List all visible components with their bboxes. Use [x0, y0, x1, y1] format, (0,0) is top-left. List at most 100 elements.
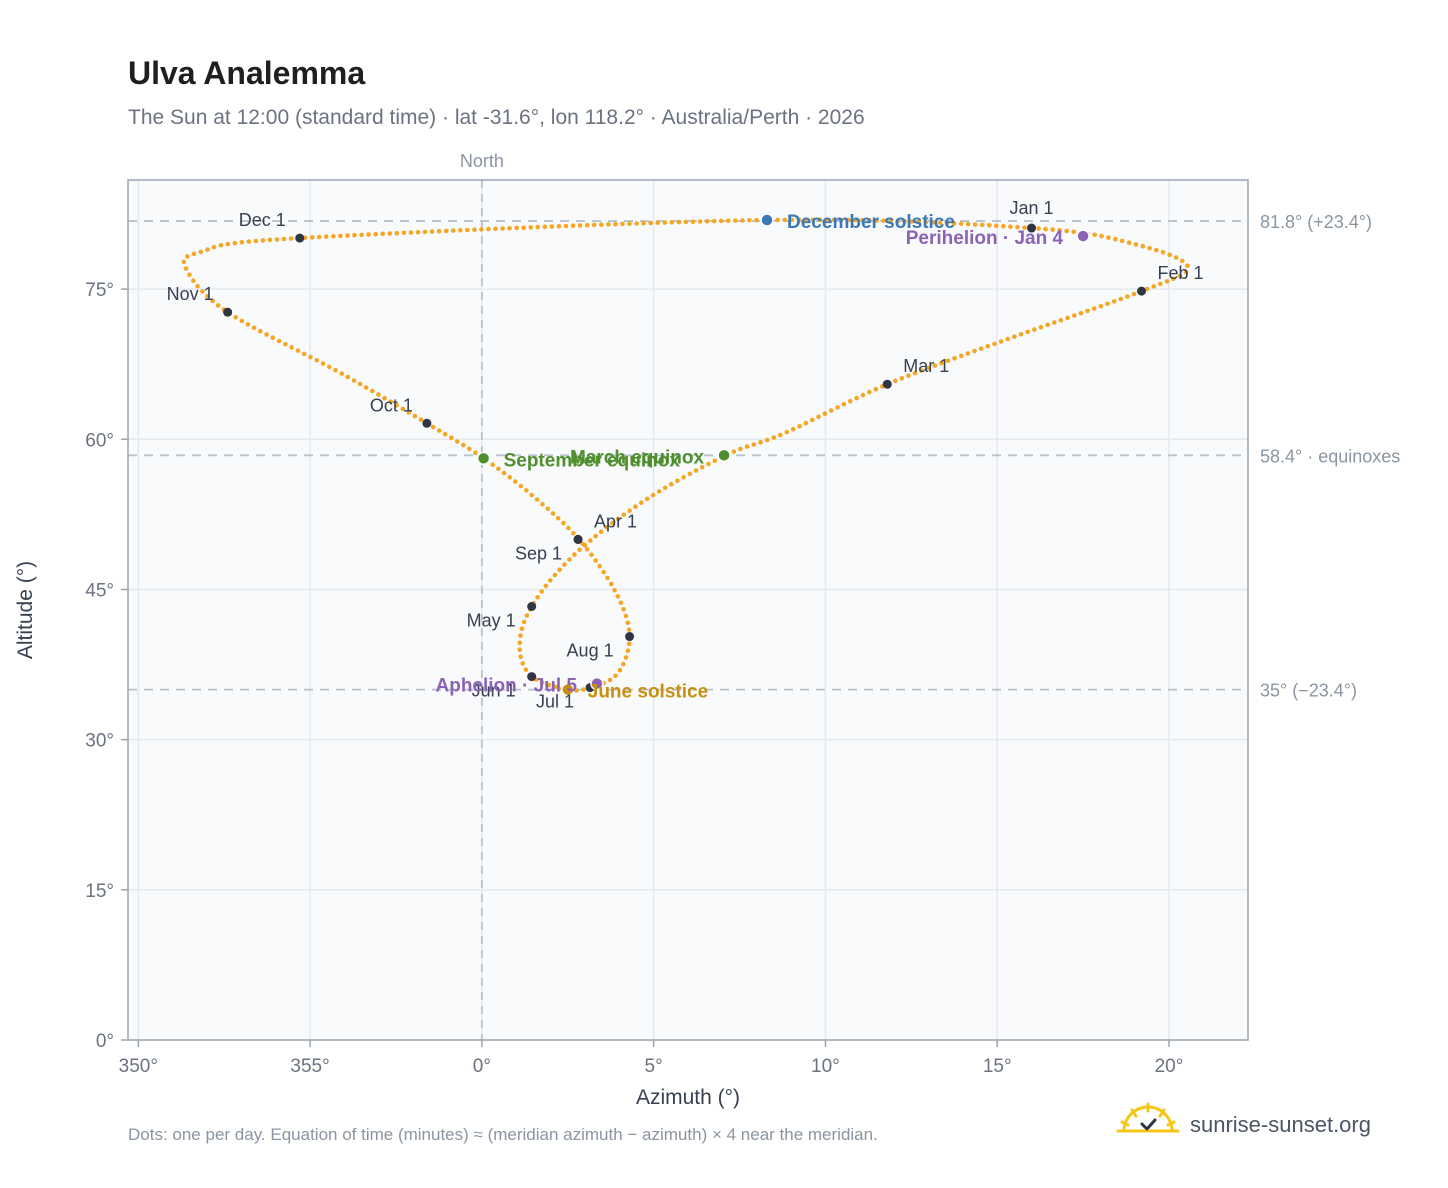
daily-sun-dot — [1065, 315, 1070, 321]
daily-sun-dot — [733, 218, 738, 223]
daily-sun-dot — [1022, 225, 1027, 230]
daily-sun-dot — [899, 376, 905, 381]
marker-layer — [223, 213, 1146, 697]
daily-sun-dot — [555, 516, 561, 521]
daily-sun-dot — [289, 345, 294, 350]
daily-sun-dot — [561, 520, 566, 526]
daily-sun-dot — [621, 607, 626, 612]
daily-sun-dot — [479, 227, 484, 232]
footnote: Dots: one per day. Equation of time (min… — [128, 1125, 878, 1144]
daily-sun-dot — [351, 378, 357, 383]
daily-sun-dot — [824, 217, 830, 223]
month-label: Aug 1 — [567, 641, 614, 661]
daily-sun-dot — [345, 233, 350, 238]
daily-sun-dot — [958, 221, 964, 226]
daily-sun-dot — [331, 234, 336, 239]
daily-sun-dot — [301, 351, 307, 357]
daily-sun-dot — [888, 218, 893, 224]
daily-sun-dot — [205, 247, 210, 252]
daily-sun-dot — [597, 563, 602, 569]
daily-sun-dot — [370, 388, 375, 394]
daily-sun-dot — [641, 220, 646, 226]
daily-sun-dot — [656, 489, 662, 494]
daily-sun-dot — [553, 684, 558, 690]
daily-sun-dot — [339, 371, 345, 376]
daily-sun-dot — [394, 230, 400, 236]
daily-sun-dot — [711, 218, 717, 224]
daily-sun-dot — [854, 395, 859, 401]
daily-sun-dot — [363, 385, 369, 390]
event-label: September equinox — [504, 450, 681, 471]
daily-sun-dot — [465, 227, 470, 233]
daily-sun-dot — [418, 417, 424, 423]
daily-sun-dot — [822, 411, 828, 417]
daily-sun-dot — [333, 367, 338, 373]
daily-sun-dot — [357, 381, 363, 387]
daily-sun-dot — [797, 423, 802, 429]
daily-sun-dot — [183, 266, 189, 271]
daily-sun-dot — [893, 378, 898, 384]
daily-sun-dot — [985, 344, 991, 349]
daily-sun-dot — [543, 583, 549, 589]
daily-sun-dot — [589, 552, 594, 558]
daily-sun-dot — [1119, 238, 1125, 244]
daily-sun-dot — [467, 446, 472, 452]
daily-sun-dot — [771, 435, 777, 440]
daily-sun-dot — [490, 462, 496, 468]
daily-sun-dot — [959, 353, 964, 359]
daily-sun-dot — [473, 450, 478, 456]
daily-sun-dot — [633, 504, 638, 510]
daily-sun-dot — [1144, 286, 1150, 292]
daily-sun-dot — [534, 497, 540, 502]
daily-sun-dot — [521, 225, 526, 230]
daily-sun-dot — [517, 640, 523, 645]
month-label: Oct 1 — [370, 395, 413, 415]
daily-sun-dot — [309, 235, 315, 240]
daily-sun-dot — [1057, 228, 1062, 233]
daily-sun-dot — [1180, 258, 1185, 264]
daily-sun-dot — [965, 351, 971, 356]
daily-sun-dot — [634, 221, 639, 226]
daily-sun-dot — [754, 217, 759, 223]
daily-sun-dot — [187, 272, 192, 278]
daily-sun-dot — [496, 466, 501, 472]
daily-sun-dot — [366, 232, 371, 237]
daily-sun-dot — [697, 219, 703, 224]
axis-ticks: 350° 355° 0° 5° 10° 15° 20° 0° 15° 30° 45° 60° 75° — [85, 280, 1183, 1077]
daily-sun-dot — [1058, 317, 1064, 323]
daily-sun-dot — [860, 217, 865, 223]
daily-sun-dot — [436, 228, 442, 234]
daily-sun-dot — [726, 218, 731, 224]
month-marker — [527, 601, 537, 611]
daily-sun-dot — [605, 575, 610, 581]
daily-sun-dot — [828, 408, 834, 413]
daily-sun-dot — [442, 431, 448, 437]
daily-sun-dot — [210, 298, 215, 304]
daily-sun-dot — [1092, 232, 1097, 238]
daily-sun-dot — [1071, 229, 1076, 235]
daily-sun-dot — [412, 413, 418, 419]
month-marker — [295, 233, 305, 243]
daily-sun-dot — [618, 600, 624, 606]
daily-sun-dot — [681, 475, 686, 480]
daily-sun-dot — [535, 224, 541, 230]
daily-sun-dot — [764, 437, 770, 443]
chart-title: Ulva Analemma — [128, 55, 365, 91]
daily-sun-dot — [930, 220, 936, 225]
daily-sun-dot — [712, 458, 718, 464]
daily-sun-dot — [540, 501, 545, 507]
daily-sun-dot — [387, 231, 393, 236]
daily-sun-dot — [621, 512, 627, 517]
daily-sun-dot — [912, 370, 918, 376]
month-marker — [882, 379, 892, 389]
daily-sun-dot — [548, 578, 553, 583]
daily-sun-dot — [218, 243, 224, 248]
daily-sun-dot — [606, 222, 611, 227]
daily-sun-dot — [518, 633, 523, 638]
daily-sun-dot — [225, 241, 231, 247]
daily-sun-dot — [874, 218, 879, 223]
daily-sun-dot — [952, 356, 957, 361]
sun-logo-icon — [1116, 1102, 1180, 1133]
daily-sun-dot — [817, 217, 823, 223]
daily-sun-dot — [803, 217, 809, 223]
